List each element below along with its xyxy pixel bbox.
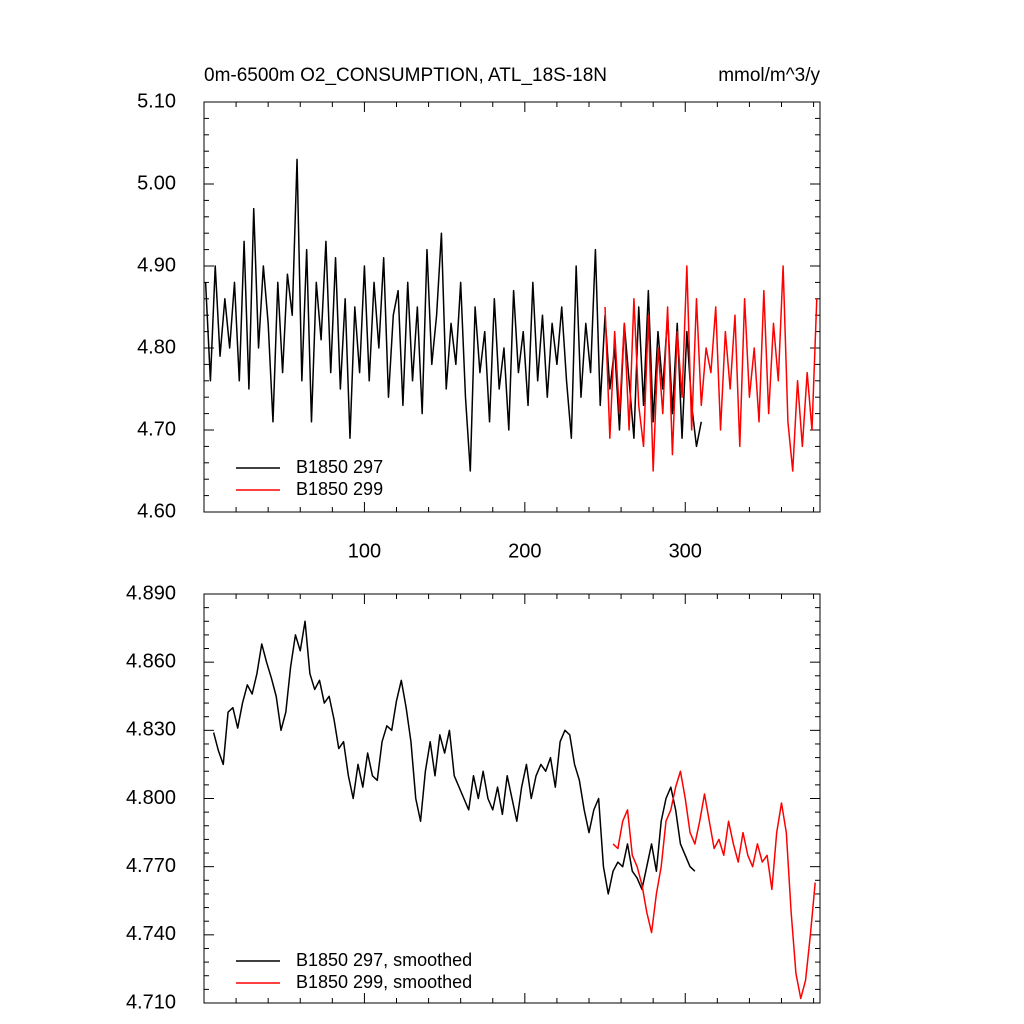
y-tick-label: 5.10 [137,90,176,112]
y-tick-label: 4.90 [137,254,176,276]
plot-frame [203,593,821,1004]
y-tick-label: 4.80 [137,336,176,358]
data-line [612,770,816,1000]
y-tick-label: 4.710 [126,991,176,1013]
y-tick-label: 4.60 [137,500,176,522]
y-tick-label: 4.740 [126,923,176,945]
x-tick-label: 200 [508,540,541,562]
legend-label: B1850 297, smoothed [296,950,472,970]
legend-label: B1850 297 [296,457,383,477]
y-tick-label: 5.00 [137,172,176,194]
y-tick-label: 4.770 [126,855,176,877]
y-tick-label: 4.860 [126,650,176,672]
data-line [604,265,818,472]
legend-label: B1850 299 [296,479,383,499]
data-line [212,620,696,895]
data-line [204,158,703,472]
y-tick-label: 4.800 [126,787,176,809]
units-label: mmol/m^3/y [718,65,820,86]
x-tick-label: 100 [348,540,381,562]
plot-frame [203,101,821,513]
legend-label: B1850 299, smoothed [296,972,472,992]
y-tick-label: 4.830 [126,719,176,741]
y-tick-label: 4.70 [137,418,176,440]
chart-title: 0m-6500m O2_CONSUMPTION, ATL_18S-18N [204,65,607,86]
y-tick-label: 4.890 [126,582,176,604]
x-tick-label: 300 [669,540,702,562]
